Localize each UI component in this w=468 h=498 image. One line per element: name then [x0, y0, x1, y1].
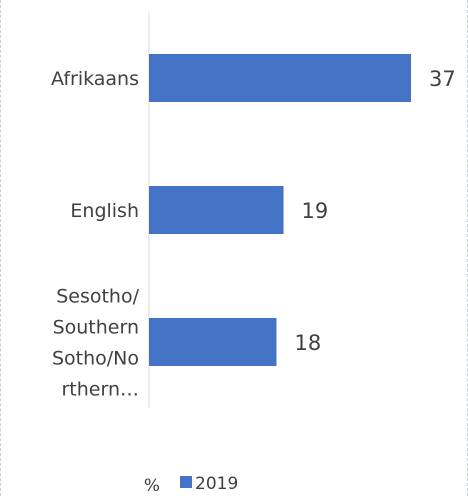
category-label-line: English	[70, 200, 139, 222]
bar-2	[149, 186, 284, 234]
data-label-1: 37	[429, 67, 456, 91]
data-label-2: 19	[302, 199, 329, 223]
category-label-3: Sesotho/Southern Sotho/No rthern…	[52, 286, 140, 401]
bar-1	[149, 54, 411, 102]
bar-3	[149, 318, 276, 366]
data-label-3: 18	[294, 331, 321, 355]
legend-prefix: %	[144, 476, 160, 496]
legend: % 2019	[144, 474, 238, 496]
category-label-line: Afrikaans	[51, 68, 139, 90]
category-label-1: Afrikaans	[51, 68, 139, 90]
category-label-line: Sesotho/	[56, 286, 139, 308]
category-label-line: rthern…	[61, 379, 139, 401]
category-label-line: Sotho/No	[52, 348, 139, 370]
category-label-line: Southern	[53, 317, 139, 339]
legend-swatch-2019	[180, 476, 192, 488]
legend-entry-2019: 2019	[195, 474, 238, 494]
category-label-2: English	[70, 200, 139, 222]
